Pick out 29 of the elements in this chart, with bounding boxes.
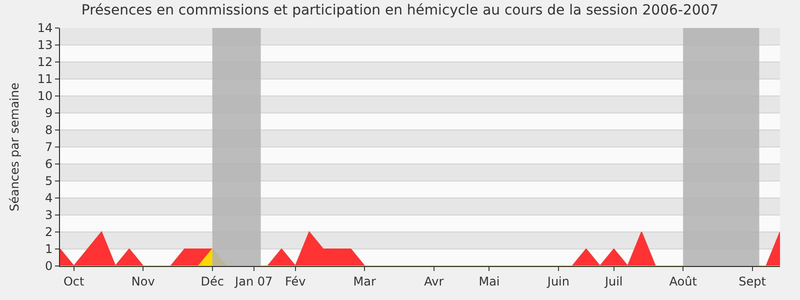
y-axis-title: Séances par semaine (8, 82, 22, 212)
x-tick-label: Août (669, 274, 698, 288)
y-tick-label: 6 (44, 157, 53, 172)
y-tick-label: 9 (44, 106, 53, 120)
y-tick-label: 10 (37, 89, 53, 104)
y-tick-label: 13 (37, 38, 53, 52)
x-tick-label: Oct (63, 274, 85, 288)
x-tick-label: Jan 07 (234, 274, 273, 288)
chart-title: Présences en commissions et participation en hémicycle au cours de la session 2006-2007 (81, 2, 719, 18)
x-tick-label: Déc (200, 274, 224, 288)
x-tick-label: Fév (285, 274, 306, 288)
y-tick-label: 11 (37, 72, 53, 86)
y-tick-label: 3 (44, 208, 53, 222)
y-tick-label: 14 (37, 21, 53, 36)
y-tick-label: 8 (44, 123, 53, 138)
y-tick-label: 12 (37, 55, 53, 70)
y-tick-label: 5 (44, 174, 53, 188)
y-tick-label: 7 (44, 140, 53, 154)
x-tick-label: Mai (478, 274, 500, 288)
x-tick-label: Juil (604, 274, 623, 288)
y-tick-label: 4 (44, 191, 53, 206)
x-tick-label: Nov (131, 274, 155, 288)
x-tick-label: Juin (546, 274, 570, 288)
y-tick-label: 1 (44, 242, 53, 256)
x-tick-label: Avr (424, 274, 444, 288)
y-tick-label: 2 (44, 225, 53, 240)
x-tick-label: Mar (353, 274, 376, 288)
y-tick-label: 0 (44, 259, 53, 274)
x-tick-label: Sept (738, 274, 766, 288)
